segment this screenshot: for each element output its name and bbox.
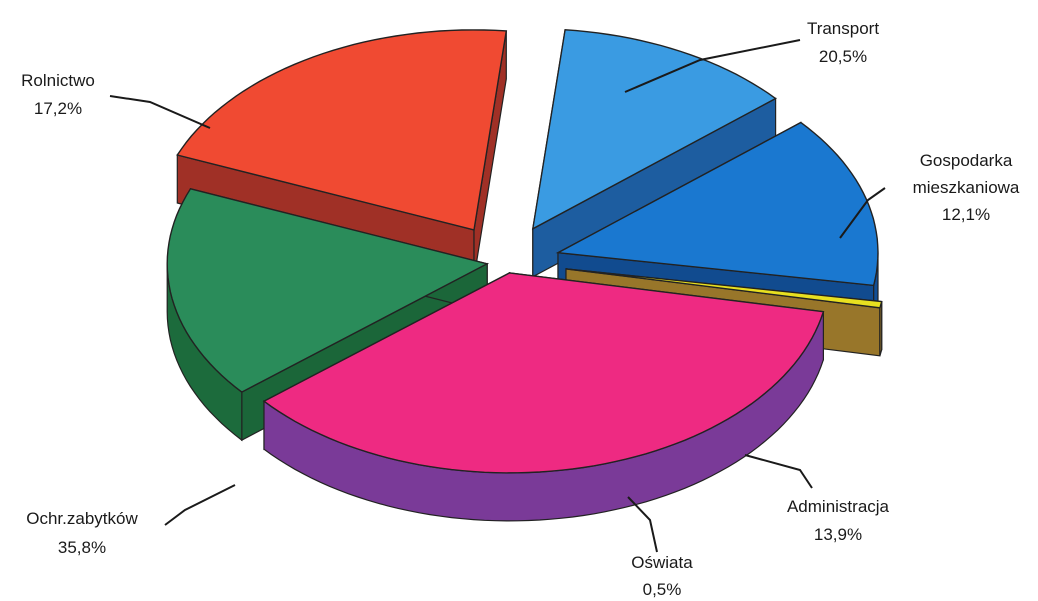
pie-slice-rim xyxy=(879,301,883,356)
slice-value-label: 12,1% xyxy=(942,205,990,224)
slice-category-label: Ochr.zabytków xyxy=(26,509,138,528)
pie-slice xyxy=(531,29,777,278)
pie-slice-top xyxy=(555,121,879,287)
pie-slice-top xyxy=(176,29,508,231)
slice-category-label: Transport xyxy=(807,19,879,38)
slice-value-label: 35,8% xyxy=(58,538,106,557)
leader-line xyxy=(627,496,658,553)
slice-value-label: 20,5% xyxy=(819,47,867,66)
slice-category-label: Gospodarka xyxy=(920,151,1013,170)
pie-slice-top xyxy=(166,187,490,393)
slice-category-label: Oświata xyxy=(631,553,693,572)
slice-category-label: Administracja xyxy=(787,497,890,516)
pie-slice-top xyxy=(565,268,883,309)
leader-line xyxy=(109,95,211,129)
leader-line xyxy=(839,187,886,239)
leader-line xyxy=(744,454,813,489)
slice-value-label: 13,9% xyxy=(814,525,862,544)
pie-slice-top xyxy=(262,272,825,474)
leader-line xyxy=(164,484,236,526)
slice-value-label: 17,2% xyxy=(34,99,82,118)
leader-line xyxy=(624,39,801,93)
slice-category-label: mieszkaniowa xyxy=(913,178,1020,197)
slice-category-label: Rolnictwo xyxy=(21,71,95,90)
pie-slice-top xyxy=(531,29,777,231)
pie-slice xyxy=(262,271,825,522)
slice-value-label: 0,5% xyxy=(643,580,682,599)
